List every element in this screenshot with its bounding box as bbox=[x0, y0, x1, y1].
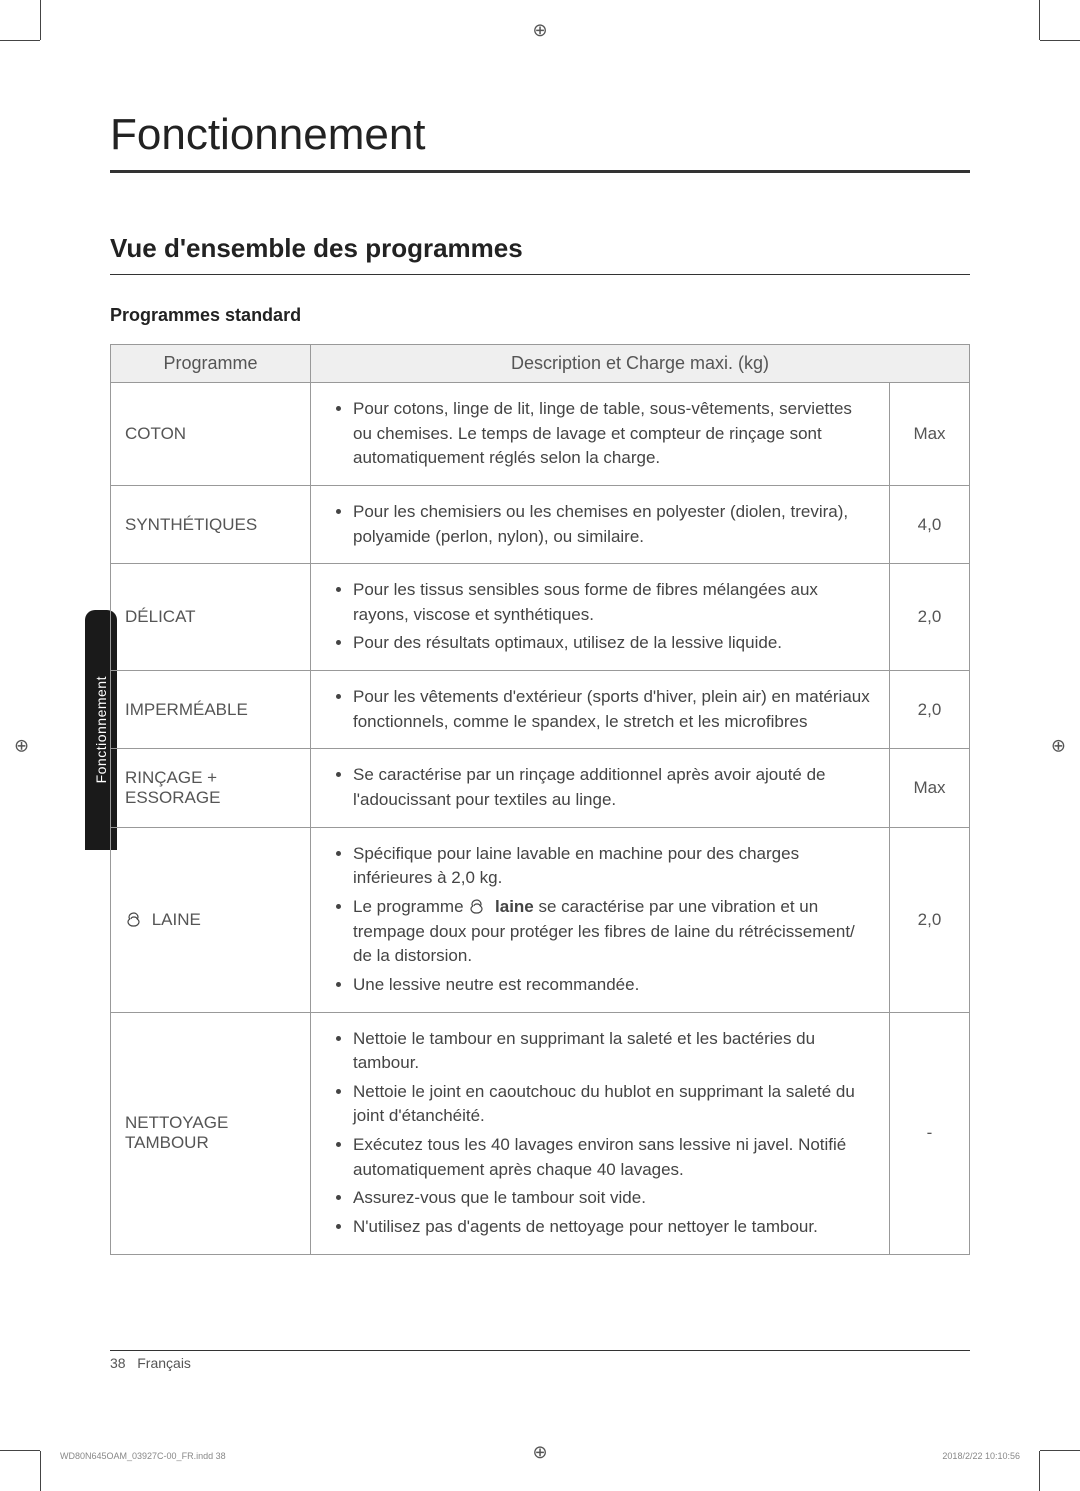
table-row: COTON Pour cotons, linge de lit, linge de… bbox=[111, 383, 970, 486]
table-row: IMPERMÉABLE Pour les vêtements d'extérieu… bbox=[111, 671, 970, 749]
bullet-list: Nettoie le tambour en supprimant la sale… bbox=[325, 1027, 875, 1240]
page-number: 38 bbox=[110, 1355, 126, 1371]
table-row: LAINE Spécifique pour laine lavable en ma… bbox=[111, 827, 970, 1012]
max-load-cell: Max bbox=[890, 383, 970, 486]
list-item: Pour des résultats optimaux, utilisez de… bbox=[353, 631, 875, 656]
program-name-cell: DÉLICAT bbox=[111, 564, 311, 671]
description-cell: Spécifique pour laine lavable en machine… bbox=[311, 827, 890, 1012]
table-row: NETTOYAGE TAMBOUR Nettoie le tambour en s… bbox=[111, 1012, 970, 1254]
program-name-cell: IMPERMÉABLE bbox=[111, 671, 311, 749]
bullet-list: Spécifique pour laine lavable en machine… bbox=[325, 842, 875, 998]
wool-icon bbox=[125, 911, 143, 929]
bullet-list: Pour les tissus sensibles sous forme de … bbox=[325, 578, 875, 656]
th-description: Description et Charge maxi. (kg) bbox=[311, 345, 970, 383]
list-item: Spécifique pour laine lavable en machine… bbox=[353, 842, 875, 891]
list-item: Assurez-vous que le tambour soit vide. bbox=[353, 1186, 875, 1211]
program-name-cell: LAINE bbox=[111, 827, 311, 1012]
section-title: Vue d'ensemble des programmes bbox=[110, 233, 970, 275]
max-load-cell: 2,0 bbox=[890, 827, 970, 1012]
print-footer: WD80N645OAM_03927C-00_FR.indd 38 2018/2/… bbox=[0, 1451, 1080, 1461]
table-header-row: Programme Description et Charge maxi. (k… bbox=[111, 345, 970, 383]
print-date: 2018/2/22 10:10:56 bbox=[942, 1451, 1020, 1461]
subsection-title: Programmes standard bbox=[110, 305, 970, 326]
list-item: Exécutez tous les 40 lavages environ san… bbox=[353, 1133, 875, 1182]
list-item: Le programme laine se caractérise par un… bbox=[353, 895, 875, 969]
max-load-cell: 2,0 bbox=[890, 671, 970, 749]
description-cell: Pour les vêtements d'extérieur (sports d… bbox=[311, 671, 890, 749]
th-program: Programme bbox=[111, 345, 311, 383]
program-name-cell: NETTOYAGE TAMBOUR bbox=[111, 1012, 311, 1254]
description-cell: Pour les tissus sensibles sous forme de … bbox=[311, 564, 890, 671]
description-cell: Pour cotons, linge de lit, linge de tabl… bbox=[311, 383, 890, 486]
program-name-cell: SYNTHÉTIQUES bbox=[111, 485, 311, 563]
list-item: Nettoie le tambour en supprimant la sale… bbox=[353, 1027, 875, 1076]
bullet-list: Se caractérise par un rinçage additionne… bbox=[325, 763, 875, 812]
list-item: Se caractérise par un rinçage additionne… bbox=[353, 763, 875, 812]
list-item: N'utilisez pas d'agents de nettoyage pou… bbox=[353, 1215, 875, 1240]
page-content: Fonctionnement Vue d'ensemble des progra… bbox=[0, 0, 1080, 1315]
description-cell: Se caractérise par un rinçage additionne… bbox=[311, 749, 890, 827]
page-language: Français bbox=[137, 1355, 191, 1371]
bullet-list: Pour les vêtements d'extérieur (sports d… bbox=[325, 685, 875, 734]
description-cell: Nettoie le tambour en supprimant la sale… bbox=[311, 1012, 890, 1254]
page-title: Fonctionnement bbox=[110, 110, 970, 173]
bullet-list: Pour cotons, linge de lit, linge de tabl… bbox=[325, 397, 875, 471]
max-load-cell: Max bbox=[890, 749, 970, 827]
programs-table: Programme Description et Charge maxi. (k… bbox=[110, 344, 970, 1255]
program-name-cell: COTON bbox=[111, 383, 311, 486]
list-item: Pour les vêtements d'extérieur (sports d… bbox=[353, 685, 875, 734]
list-item: Pour les tissus sensibles sous forme de … bbox=[353, 578, 875, 627]
list-item: Pour cotons, linge de lit, linge de tabl… bbox=[353, 397, 875, 471]
page-footer: 38 Français bbox=[110, 1350, 970, 1371]
program-name-cell: RINÇAGE + ESSORAGE bbox=[111, 749, 311, 827]
table-row: RINÇAGE + ESSORAGE Se caractérise par un … bbox=[111, 749, 970, 827]
max-load-cell: 4,0 bbox=[890, 485, 970, 563]
max-load-cell: - bbox=[890, 1012, 970, 1254]
description-cell: Pour les chemisiers ou les chemises en p… bbox=[311, 485, 890, 563]
wool-icon bbox=[468, 898, 486, 916]
list-item: Pour les chemisiers ou les chemises en p… bbox=[353, 500, 875, 549]
program-name: LAINE bbox=[147, 910, 201, 929]
table-row: SYNTHÉTIQUES Pour les chemisiers ou les c… bbox=[111, 485, 970, 563]
print-file: WD80N645OAM_03927C-00_FR.indd 38 bbox=[60, 1451, 226, 1461]
list-item: Une lessive neutre est recommandée. bbox=[353, 973, 875, 998]
list-item: Nettoie le joint en caoutchouc du hublot… bbox=[353, 1080, 875, 1129]
table-row: DÉLICAT Pour les tissus sensibles sous fo… bbox=[111, 564, 970, 671]
max-load-cell: 2,0 bbox=[890, 564, 970, 671]
bullet-list: Pour les chemisiers ou les chemises en p… bbox=[325, 500, 875, 549]
